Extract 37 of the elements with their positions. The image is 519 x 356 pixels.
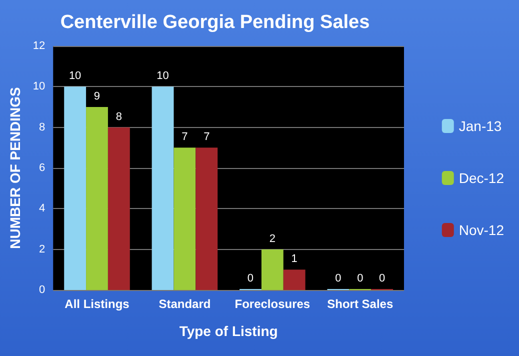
- data-label: 1: [291, 253, 298, 266]
- data-label: 7: [204, 131, 210, 144]
- x-tick-label: All Listings: [64, 297, 130, 311]
- x-tick-label: Foreclosures: [234, 297, 310, 311]
- data-label: 2: [269, 232, 276, 245]
- bar: [108, 127, 130, 290]
- y-tick-label: 12: [32, 40, 46, 52]
- bar: [86, 107, 108, 290]
- data-label: 10: [156, 70, 169, 82]
- legend-label: Jan-13: [458, 118, 502, 134]
- data-label: 9: [94, 90, 100, 102]
- x-tick-label: Short Sales: [327, 297, 394, 311]
- data-label: 8: [116, 110, 122, 123]
- y-tick-label: 8: [39, 121, 46, 134]
- x-axis-title: Type of Listing: [179, 323, 278, 339]
- bar: [283, 270, 306, 290]
- y-tick-label: 0: [39, 284, 46, 296]
- bar: [64, 86, 86, 290]
- bar: [196, 148, 218, 290]
- bar: [152, 86, 174, 290]
- data-label: 0: [379, 272, 386, 284]
- bar: [174, 148, 196, 290]
- data-label: 0: [247, 272, 254, 284]
- data-label: 0: [357, 272, 364, 284]
- y-axis-title: NUMBER OF PENDINGS: [7, 87, 23, 249]
- data-label: 0: [335, 272, 342, 284]
- x-tick-label: Standard: [158, 297, 211, 311]
- y-tick-label: 10: [32, 80, 46, 93]
- legend-label: Dec-12: [458, 170, 504, 186]
- y-tick-label: 2: [39, 243, 46, 256]
- data-label: 10: [68, 70, 82, 82]
- chart-title: Centerville Georgia Pending Sales: [60, 12, 370, 33]
- bar: [261, 249, 284, 290]
- data-label: 7: [182, 131, 188, 144]
- y-tick-label: 4: [39, 202, 46, 215]
- legend-label: Nov-12: [458, 222, 504, 238]
- y-tick-label: 6: [39, 162, 46, 174]
